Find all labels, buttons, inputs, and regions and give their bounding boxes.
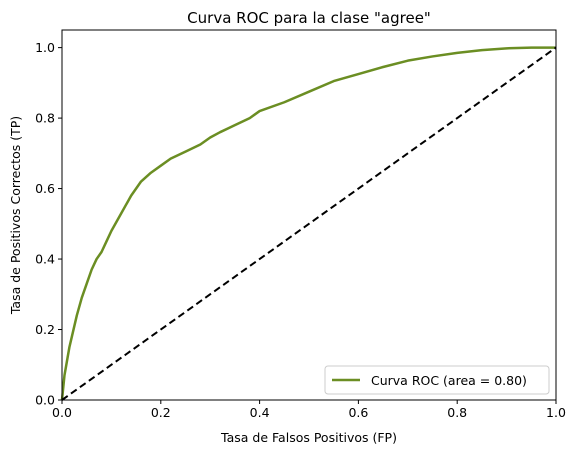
x-tick-label: 0.8 <box>447 405 467 420</box>
x-tick-label: 1.0 <box>546 405 566 420</box>
x-axis-label: Tasa de Falsos Positivos (FP) <box>220 430 397 445</box>
y-tick-label: 1.0 <box>35 40 55 55</box>
ticks-layer: 0.0 0.2 0.4 0.6 0.8 1.0 0.0 0.2 0.4 0.6 0.8 1.0 <box>35 40 566 420</box>
y-tick-label: 0.0 <box>35 393 55 408</box>
x-tick-label: 0.4 <box>250 405 270 420</box>
y-tick-label: 0.6 <box>35 181 55 196</box>
legend-label: Curva ROC (area = 0.80) <box>371 373 527 388</box>
legend-box <box>324 365 550 395</box>
diagonal-reference-line <box>61 46 557 401</box>
x-tick-label: 0.0 <box>52 405 72 420</box>
series-layer <box>60 46 557 401</box>
chart-title: Curva ROC para la clase "agree" <box>187 9 431 27</box>
plot-frame <box>61 29 557 401</box>
y-tick-label: 0.8 <box>35 111 55 126</box>
y-axis-label: Tasa de Positivos Correctos (TP) <box>8 116 23 315</box>
y-tick-label: 0.4 <box>35 252 55 267</box>
roc-curve-line <box>60 46 556 401</box>
legend: Curva ROC (area = 0.80) <box>324 365 550 395</box>
x-tick-label: 0.6 <box>348 405 368 420</box>
x-tick-label: 0.2 <box>151 405 171 420</box>
y-tick-label: 0.2 <box>35 322 55 337</box>
